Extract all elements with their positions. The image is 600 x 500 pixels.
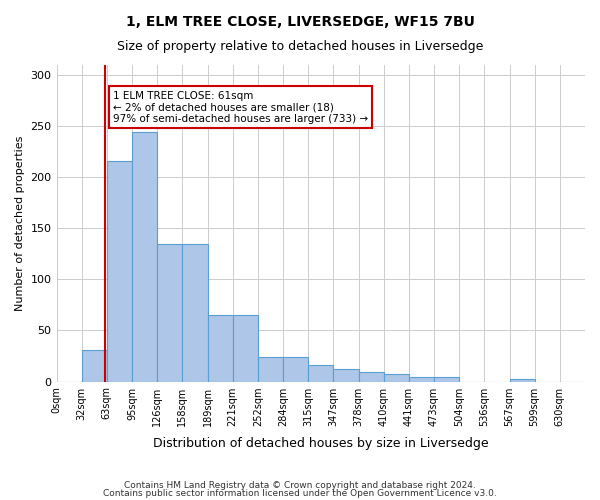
Bar (132, 132, 157, 382)
Bar (157, 244, 182, 382)
Bar (334, 370, 359, 382)
X-axis label: Distribution of detached houses by size in Liversedge: Distribution of detached houses by size … (153, 437, 488, 450)
Text: 1, ELM TREE CLOSE, LIVERSEDGE, WF15 7BU: 1, ELM TREE CLOSE, LIVERSEDGE, WF15 7BU (125, 15, 475, 29)
Bar (283, 357, 308, 382)
Text: Contains public sector information licensed under the Open Government Licence v3: Contains public sector information licen… (103, 488, 497, 498)
Bar (107, 161, 132, 382)
Text: Contains HM Land Registry data © Crown copyright and database right 2024.: Contains HM Land Registry data © Crown c… (124, 481, 476, 490)
Bar (82, 350, 107, 382)
Y-axis label: Number of detached properties: Number of detached properties (15, 136, 25, 311)
Bar (434, 378, 459, 382)
Bar (208, 315, 233, 382)
Bar (258, 357, 283, 382)
Bar (509, 380, 535, 382)
Bar (233, 315, 258, 382)
Bar (409, 378, 434, 382)
Bar (308, 365, 334, 382)
Text: Size of property relative to detached houses in Liversedge: Size of property relative to detached ho… (117, 40, 483, 53)
Bar (359, 372, 383, 382)
Bar (182, 244, 208, 382)
Text: 1 ELM TREE CLOSE: 61sqm
← 2% of detached houses are smaller (18)
97% of semi-det: 1 ELM TREE CLOSE: 61sqm ← 2% of detached… (113, 90, 368, 124)
Bar (383, 374, 409, 382)
